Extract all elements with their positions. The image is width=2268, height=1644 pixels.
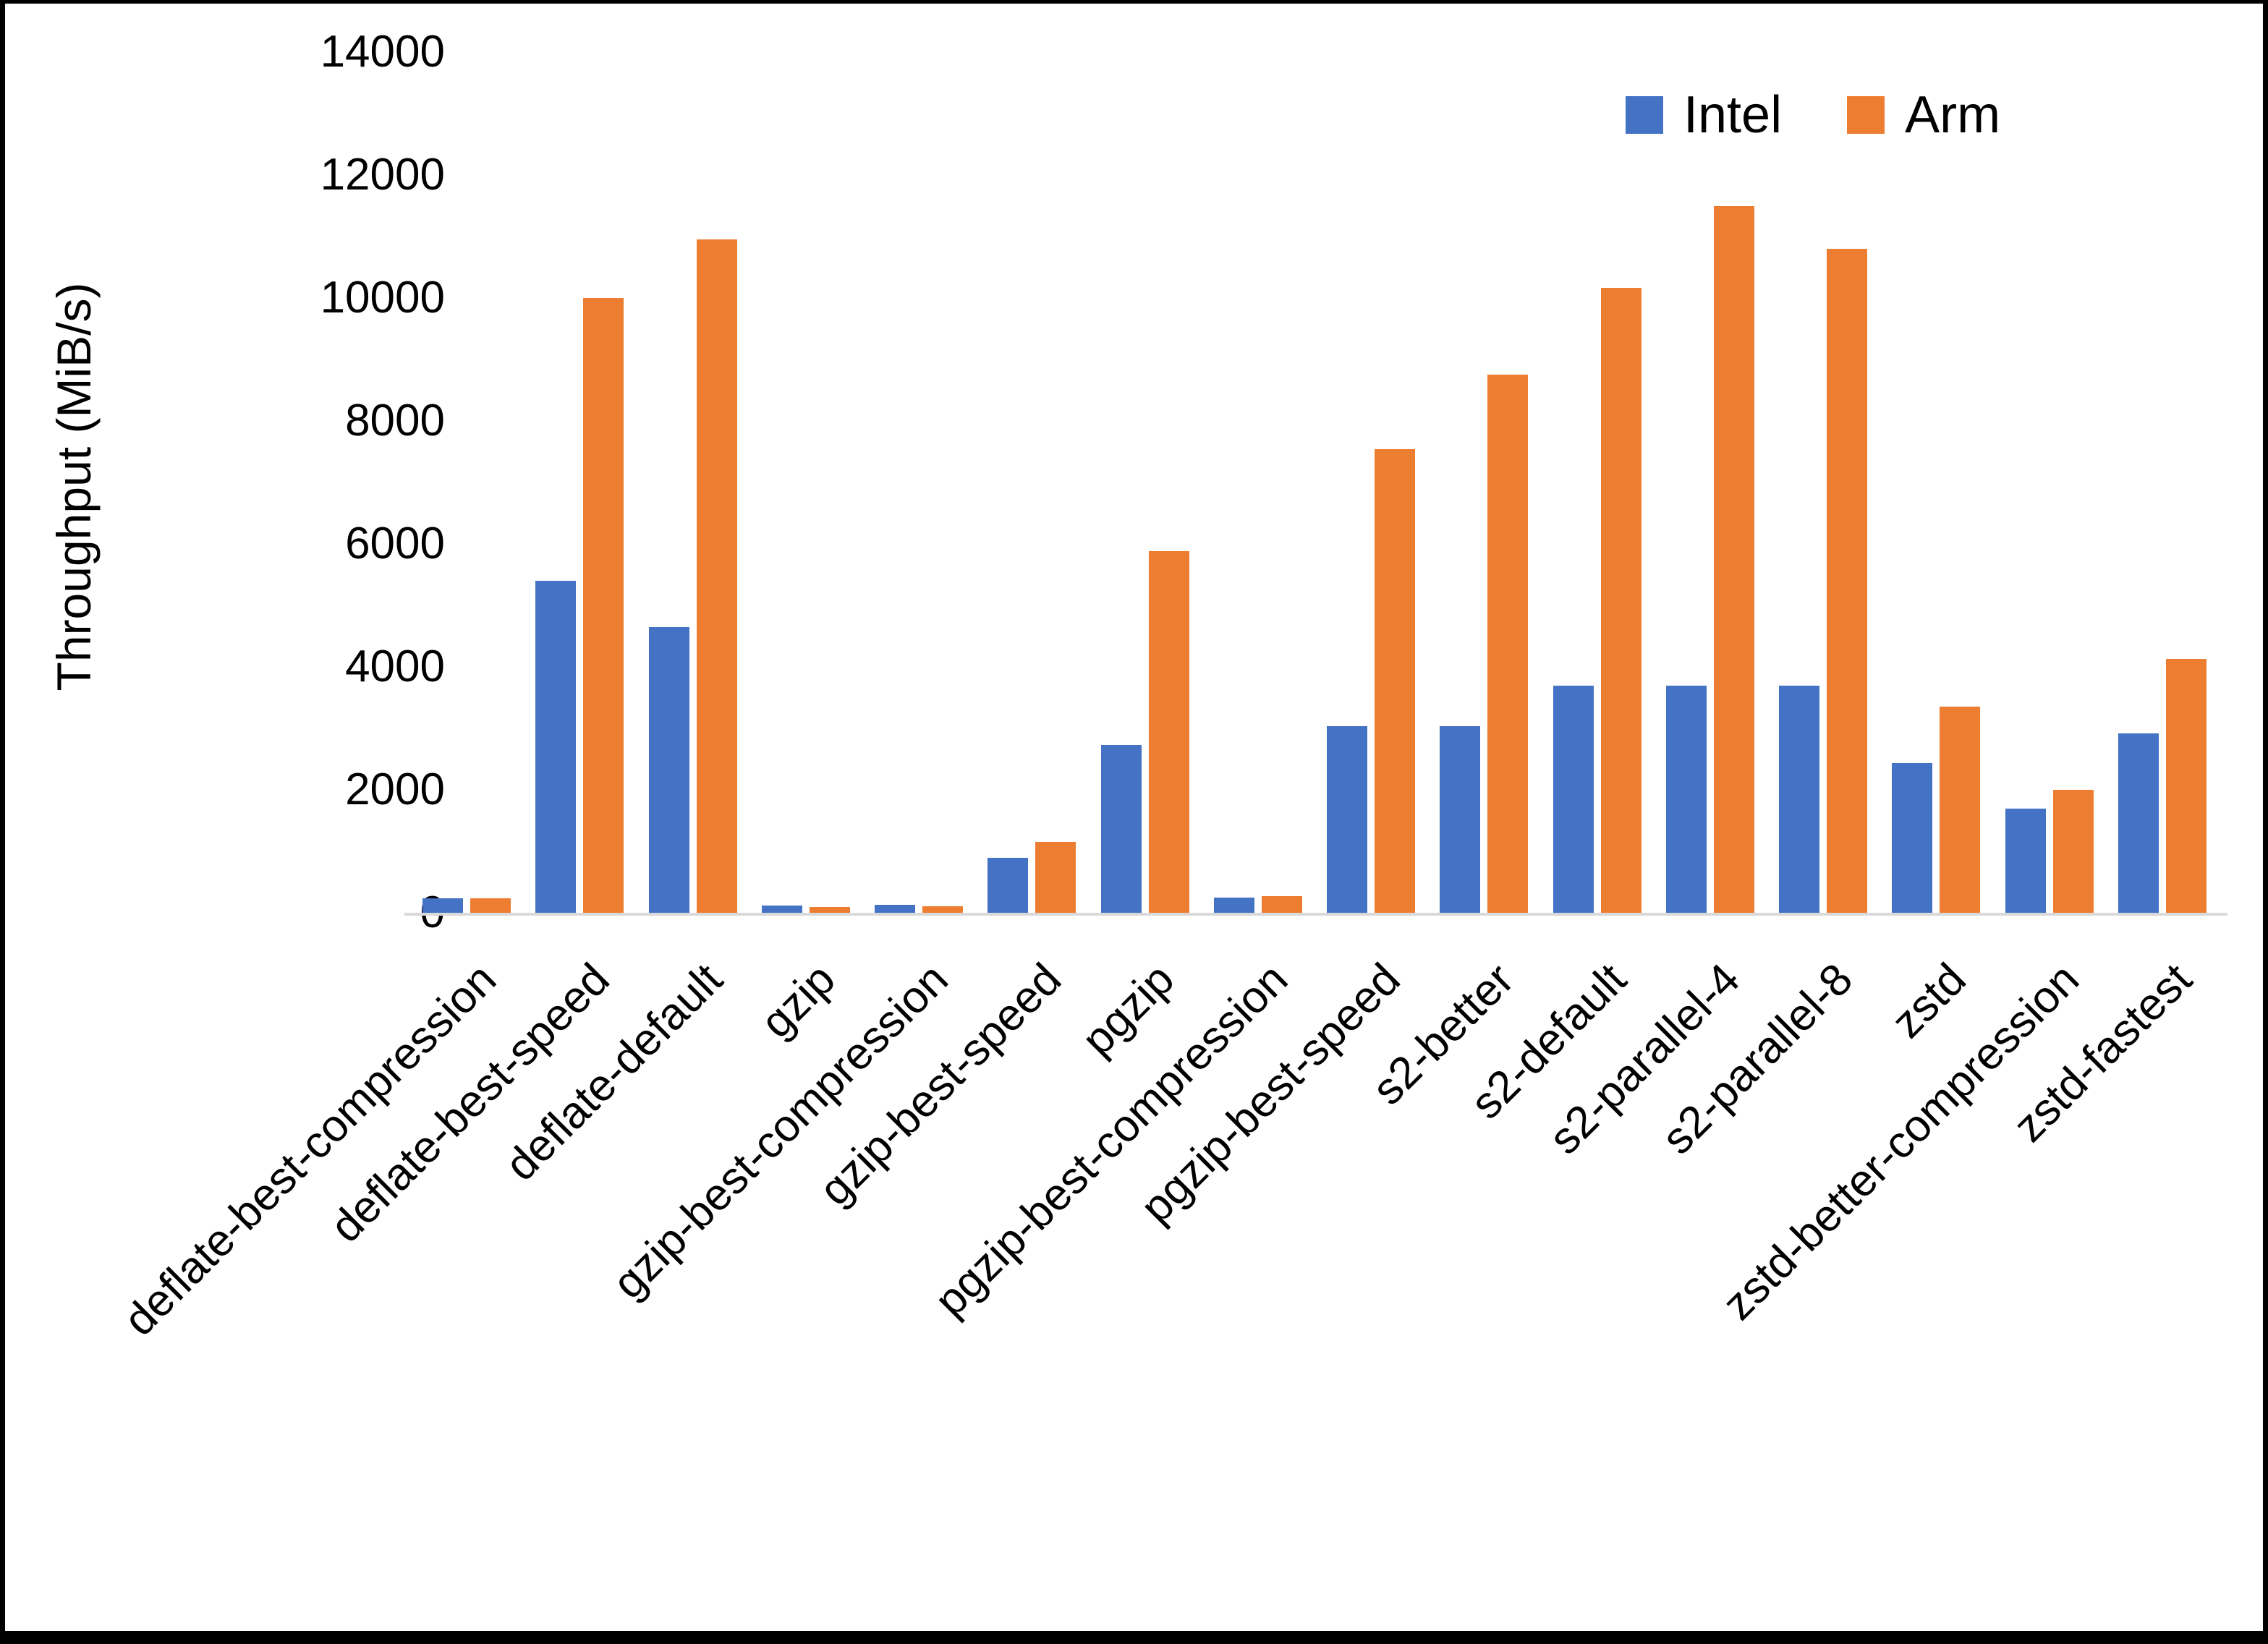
x-category-label-zstd: zstd bbox=[1882, 954, 1976, 1048]
bar-arm-gzip-best-compression bbox=[922, 906, 964, 913]
bar-arm-pgzip bbox=[1148, 551, 1189, 913]
bar-arm-zstd bbox=[1940, 707, 1981, 913]
x-category-label-pgzip: pgzip bbox=[1073, 954, 1184, 1065]
legend-label-arm: Arm bbox=[1905, 86, 2001, 144]
bar-arm-s2-parallel-4 bbox=[1713, 206, 1754, 913]
bar-arm-gzip-best-speed bbox=[1035, 842, 1076, 913]
bar-intel-s2-default bbox=[1553, 685, 1594, 913]
y-tick-label-6000: 6000 bbox=[345, 519, 445, 568]
bar-arm-zstd-fastest bbox=[2165, 658, 2207, 913]
legend-entry-arm: Arm bbox=[1847, 89, 2000, 141]
x-category-label-gzip: gzip bbox=[751, 954, 845, 1048]
y-tick-label-14000: 14000 bbox=[320, 27, 445, 77]
bar-arm-pgzip-best-speed bbox=[1375, 449, 1416, 913]
bar-intel-pgzip-best-compression bbox=[1213, 897, 1254, 913]
bar-intel-gzip-best-speed bbox=[988, 857, 1029, 913]
bar-intel-deflate-best-speed bbox=[535, 581, 577, 913]
bar-intel-gzip bbox=[761, 905, 802, 913]
bar-intel-deflate-best-compression bbox=[422, 898, 464, 913]
bar-intel-deflate-default bbox=[648, 626, 689, 913]
legend: Intel Arm bbox=[1626, 89, 2000, 141]
bar-arm-zstd-better-compression bbox=[2052, 790, 2094, 913]
plot-area bbox=[410, 52, 2219, 913]
legend-entry-intel: Intel bbox=[1626, 89, 1782, 141]
bar-arm-gzip bbox=[809, 906, 850, 913]
x-axis-line bbox=[404, 913, 2227, 916]
bar-arm-deflate-best-compression bbox=[470, 898, 511, 913]
bar-intel-s2-parallel-4 bbox=[1665, 685, 1707, 913]
bar-arm-s2-parallel-8 bbox=[1827, 249, 1868, 913]
y-tick-label-8000: 8000 bbox=[345, 396, 445, 446]
bar-arm-s2-better bbox=[1487, 375, 1529, 913]
bar-arm-s2-default bbox=[1600, 288, 1641, 913]
bar-arm-pgzip-best-compression bbox=[1261, 896, 1302, 913]
bar-intel-pgzip-best-speed bbox=[1327, 726, 1368, 913]
y-tick-label-10000: 10000 bbox=[320, 273, 445, 323]
y-axis-title: Throughput (MiB/s) bbox=[47, 282, 101, 691]
bar-intel-s2-better bbox=[1440, 726, 1481, 913]
bar-intel-s2-parallel-8 bbox=[1779, 685, 1820, 913]
intel-series-swatch-icon bbox=[1626, 96, 1663, 134]
arm-series-swatch-icon bbox=[1847, 96, 1885, 134]
bar-intel-gzip-best-compression bbox=[875, 904, 916, 913]
y-tick-label-2000: 2000 bbox=[345, 764, 445, 814]
y-tick-label-12000: 12000 bbox=[320, 150, 445, 200]
bar-arm-deflate-default bbox=[696, 239, 737, 913]
bar-arm-deflate-best-speed bbox=[583, 298, 624, 913]
y-tick-label-4000: 4000 bbox=[345, 642, 445, 691]
bar-intel-pgzip bbox=[1100, 744, 1142, 913]
legend-label-intel: Intel bbox=[1683, 86, 1783, 144]
bar-intel-zstd-better-compression bbox=[2005, 808, 2046, 913]
bar-intel-zstd-fastest bbox=[2118, 733, 2159, 913]
bar-intel-zstd bbox=[1892, 763, 1933, 913]
